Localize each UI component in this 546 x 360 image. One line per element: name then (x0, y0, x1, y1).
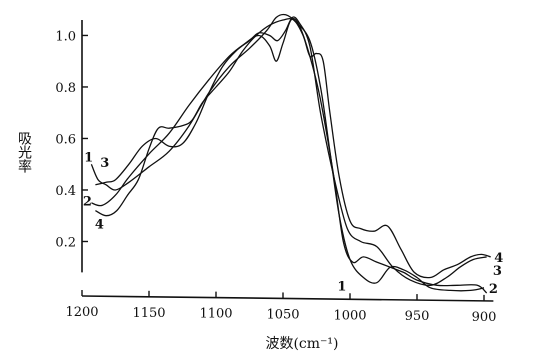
series-label-1: 1 (84, 151, 93, 166)
x-tick-label: 1200 (65, 305, 98, 320)
y-axis-title: 吸光率 (16, 131, 32, 173)
series-label-4: 4 (494, 251, 503, 266)
series-label-3: 3 (493, 264, 502, 279)
y-tick-label: 0.4 (55, 184, 76, 199)
series-line-4 (95, 17, 491, 279)
axes: 0.2 0.4 0.6 0.8 1.0 1200 1150 1100 1050 1000 950 90… (55, 20, 496, 325)
series-line-3 (95, 16, 487, 286)
x-tick-label: 1050 (266, 307, 299, 322)
series-label-2: 2 (83, 194, 92, 209)
x-axis-line (81, 295, 494, 302)
x-tick-label: 1150 (132, 306, 165, 321)
x-tick-label: 900 (472, 310, 497, 325)
y-tick-label: 1.0 (55, 29, 76, 44)
series-label-3: 3 (100, 156, 109, 171)
series-label-2: 2 (489, 282, 498, 297)
y-tick-label: 0.6 (55, 132, 76, 147)
series-label-1: 1 (337, 279, 346, 294)
y-tick-label: 0.8 (55, 81, 76, 96)
x-tick-label: 950 (405, 309, 430, 324)
x-tick-label: 1000 (333, 308, 366, 323)
series-label-4: 4 (95, 218, 104, 233)
y-tick-label: 0.2 (55, 235, 76, 250)
x-tick-label: 1100 (199, 307, 232, 322)
series-line-2 (91, 18, 488, 294)
x-axis-title: 波数(cm⁻¹) (265, 336, 338, 352)
curves (90, 13, 491, 294)
